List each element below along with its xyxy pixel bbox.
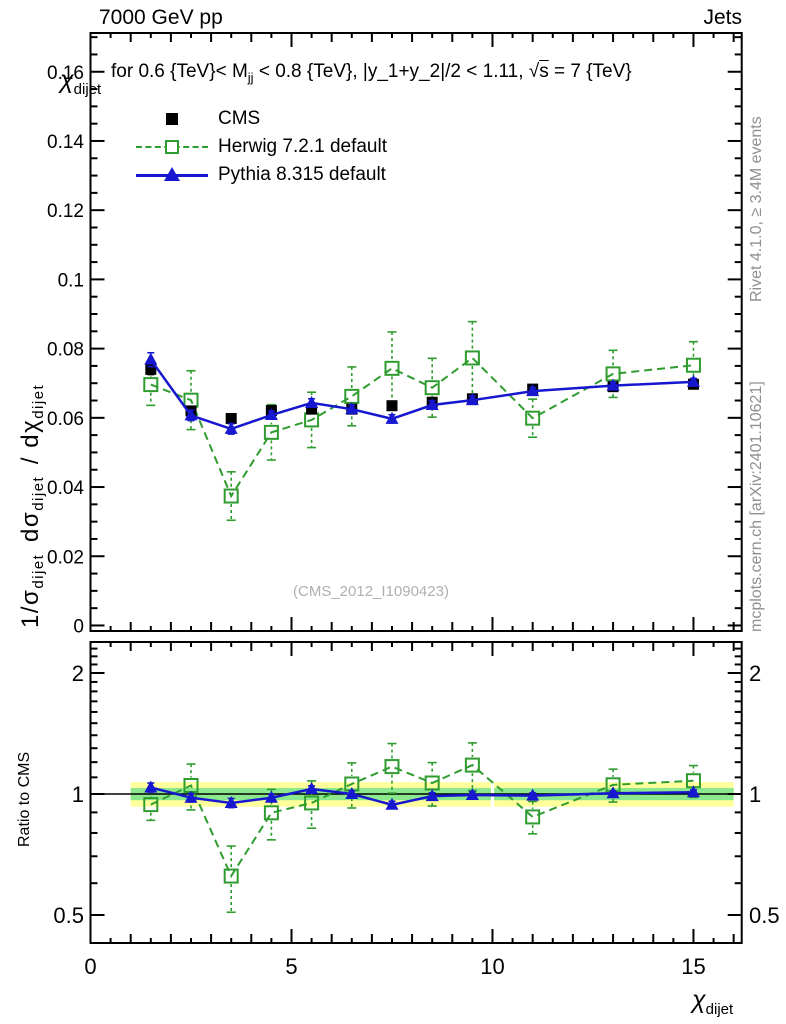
data-point-marker [385,797,399,810]
y-ratio-tick-label-left: 2 [72,661,84,686]
ratio-axis-label: Ratio to CMS [16,751,33,847]
data-point-marker [424,380,440,396]
y-ratio-tick-label-right: 1 [749,782,761,807]
data-point-marker [465,788,479,801]
y-main-tick-label: 0.06 [47,409,84,430]
data-point-marker [223,868,239,884]
beam-energy-title: 7000 GeV pp [99,6,223,29]
analysis-id-watermark: (CMS_2012_I1090423) [293,583,449,600]
data-point-marker [264,790,278,803]
data-point-marker [305,782,319,795]
pythia-ratio-line [150,786,694,807]
ratio-panel-frame [89,641,743,944]
data-point-marker [385,411,399,424]
data-point-marker [386,400,398,412]
data-point-marker [606,786,620,799]
y-axis-title: 1/σdijet dσdijet / dχdijet [17,380,47,628]
y-ratio-tick-label-right: 2 [749,661,761,686]
y-main-tick-label: 0.1 [58,270,84,291]
cms-marker-icon [136,111,208,127]
axis-ticks [90,33,742,943]
y-ratio-tick-label-left: 0.5 [53,903,84,928]
x-tick-label: 15 [681,954,705,979]
data-point-marker [264,408,278,421]
legend-item-herwig: Herwig 7.2.1 default [136,133,387,161]
data-point-marker [263,424,279,440]
legend-item-cms: CMS [136,105,387,133]
data-point-marker [606,378,620,391]
y-main-tick-label: 0.04 [47,478,84,499]
data-point-marker [144,780,158,793]
pythia-marker-icon [136,167,208,183]
cut-description-subtitle: for 0.6 {TeV}< Mjj < 0.8 {TeV}, |y_1+y_2… [111,61,632,85]
y-main-tick-label: 0.14 [47,132,84,153]
data-point-marker [526,788,540,801]
y-ratio-tick-label-right: 0.5 [749,903,780,928]
data-point-marker [384,360,400,376]
data-point-marker [345,787,359,799]
data-point-marker [224,795,238,808]
y-ratio-tick-label-left: 1 [72,782,84,807]
cms-series [145,363,699,425]
data-point-marker [465,393,479,406]
data-point-marker [345,402,359,415]
legend: CMS Herwig 7.2.1 default Pythia 8.315 de… [136,105,387,189]
data-point-marker [525,809,541,825]
pythia-line [149,358,694,431]
data-point-marker [425,789,439,802]
data-point-marker [384,759,400,775]
herwig-marker-icon [136,139,208,155]
y-axis-title-chi-overlay: χdijet [60,66,102,98]
data-point-marker [184,408,198,421]
data-point-marker [686,374,700,387]
data-point-marker [525,410,541,426]
data-point-marker [143,797,159,813]
data-point-marker [526,384,540,397]
y-main-tick-label: 0.12 [47,201,84,222]
data-point-marker [685,357,701,373]
legend-label-cms: CMS [218,108,261,129]
data-point-marker [464,757,480,773]
x-axis-title: χdijet [692,986,734,1018]
y-main-tick-label: 0.16 [47,63,84,84]
legend-label-herwig: Herwig 7.2.1 default [218,136,387,157]
pythia-series [144,351,700,435]
x-tick-label: 0 [84,954,96,979]
data-point-marker [305,395,319,408]
data-point-marker [225,413,237,425]
data-point-marker [145,363,157,375]
data-point-marker [306,403,318,415]
x-tick-label: 5 [285,954,297,979]
mcplots-arxiv-label: mcplots.cern.ch [arXiv:2401.10621] [748,381,765,632]
data-point-marker [344,388,360,404]
data-point-marker [686,785,700,798]
legend-label-pythia: Pythia 8.315 default [218,164,386,185]
data-point-marker [144,352,158,365]
data-point-marker [223,488,239,504]
data-point-marker [224,421,238,434]
herwig-ratio-series [143,742,701,914]
data-point-marker [184,790,198,803]
x-tick-label: 10 [480,954,504,979]
y-main-tick-label: 0 [73,616,84,637]
pythia-ratio-series [144,780,700,810]
legend-item-pythia: Pythia 8.315 default [136,161,387,189]
data-point-marker [304,795,320,811]
y-main-tick-label: 0.02 [47,547,84,568]
analysis-group-title: Jets [703,6,742,29]
y-main-tick-label: 0.08 [47,340,84,361]
data-point-marker [143,377,159,393]
axis-tick-labels: 0 5 10 15 0 0.02 0.04 0.06 0.08 0.1 0.12 0.14 0.16 0.… [47,63,780,979]
data-point-marker [464,350,480,366]
rivet-version-label: Rivet 4.1.0, ≥ 3.4M events [748,116,765,302]
data-point-marker [425,398,439,411]
data-point-marker [263,805,279,821]
herwig-ratio-line [150,763,694,879]
